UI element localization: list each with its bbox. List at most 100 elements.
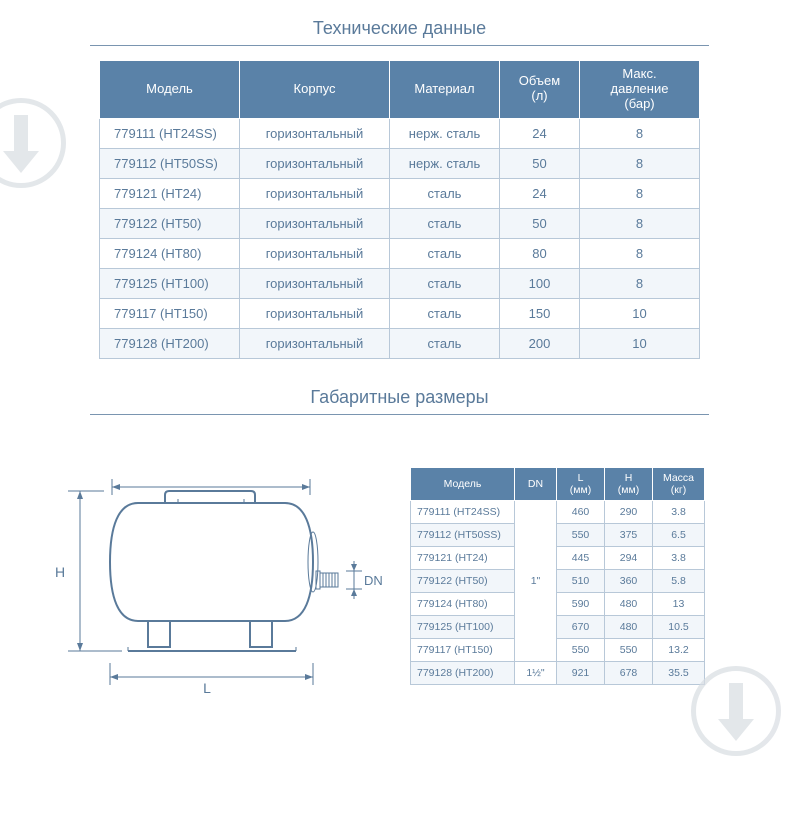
cell-model: 779124 (HT80)	[100, 238, 240, 268]
table-row: 779112 (HT50SS)горизонтальныйнерж. сталь…	[100, 148, 700, 178]
cell-l: 921	[557, 661, 605, 684]
cell-model: 779128 (HT200)	[100, 328, 240, 358]
cell-l: 670	[557, 615, 605, 638]
cell-material: нерж. сталь	[390, 148, 500, 178]
cell-pressure: 8	[580, 238, 700, 268]
table-row: 779111 (HT24SS)1"4602903.8	[411, 500, 705, 523]
cell-material: сталь	[390, 178, 500, 208]
th2-mass: Масса(кг)	[653, 467, 705, 500]
cell-l: 460	[557, 500, 605, 523]
cell-model: 779117 (HT150)	[100, 298, 240, 328]
divider	[90, 414, 709, 415]
th-material: Материал	[390, 61, 500, 119]
dimensions-table: Модель DN L(мм) H(мм) Масса(кг) 779111 (…	[410, 467, 705, 685]
cell-model: 779122 (HT50)	[411, 569, 515, 592]
cell-material: нерж. сталь	[390, 118, 500, 148]
cell-model: 779111 (HT24SS)	[411, 500, 515, 523]
cell-volume: 24	[500, 178, 580, 208]
cell-h: 294	[605, 546, 653, 569]
cell-material: сталь	[390, 238, 500, 268]
cell-model: 779125 (HT100)	[100, 268, 240, 298]
cell-l: 445	[557, 546, 605, 569]
table-row: 779128 (HT200)1½"92167835.5	[411, 661, 705, 684]
table-row: 779121 (HT24)горизонтальныйсталь248	[100, 178, 700, 208]
th2-h: H(мм)	[605, 467, 653, 500]
th2-dn: DN	[515, 467, 557, 500]
cell-l: 550	[557, 523, 605, 546]
cell-body: горизонтальный	[240, 208, 390, 238]
cell-pressure: 10	[580, 298, 700, 328]
cell-h: 678	[605, 661, 653, 684]
cell-mass: 3.8	[653, 500, 705, 523]
label-h: H	[55, 564, 65, 580]
cell-h: 375	[605, 523, 653, 546]
cell-pressure: 8	[580, 208, 700, 238]
cell-body: горизонтальный	[240, 298, 390, 328]
cell-body: горизонтальный	[240, 148, 390, 178]
cell-l: 590	[557, 592, 605, 615]
cell-volume: 80	[500, 238, 580, 268]
th-model: Модель	[100, 61, 240, 119]
table-row: 779125 (HT100)горизонтальныйсталь1008	[100, 268, 700, 298]
th-volume: Объем(л)	[500, 61, 580, 119]
cell-mass: 3.8	[653, 546, 705, 569]
section-title-tech: Технические данные	[0, 18, 799, 39]
divider	[90, 45, 709, 46]
cell-h: 480	[605, 615, 653, 638]
label-l: L	[203, 680, 211, 696]
cell-pressure: 8	[580, 118, 700, 148]
cell-model: 779112 (HT50SS)	[411, 523, 515, 546]
watermark-icon	[0, 98, 66, 188]
cell-l: 510	[557, 569, 605, 592]
label-dn: DN	[364, 573, 383, 588]
cell-pressure: 8	[580, 178, 700, 208]
th-pressure: Макс. давление(бар)	[580, 61, 700, 119]
cell-mass: 5.8	[653, 569, 705, 592]
th2-l: L(мм)	[557, 467, 605, 500]
cell-l: 550	[557, 638, 605, 661]
cell-pressure: 8	[580, 268, 700, 298]
cell-model: 779125 (HT100)	[411, 615, 515, 638]
cell-model: 779121 (HT24)	[411, 546, 515, 569]
cell-model: 779122 (HT50)	[100, 208, 240, 238]
cell-h: 550	[605, 638, 653, 661]
cell-mass: 13	[653, 592, 705, 615]
cell-model: 779111 (HT24SS)	[100, 118, 240, 148]
table-row: 779112 (HT50SS) 5503756.5	[411, 523, 705, 546]
cell-h: 290	[605, 500, 653, 523]
cell-model: 779121 (HT24)	[100, 178, 240, 208]
table-row: 779124 (HT80) 59048013	[411, 592, 705, 615]
cell-material: сталь	[390, 298, 500, 328]
cell-material: сталь	[390, 268, 500, 298]
cell-body: горизонтальный	[240, 118, 390, 148]
table-row: 779122 (HT50)горизонтальныйсталь508	[100, 208, 700, 238]
th2-model: Модель	[411, 467, 515, 500]
cell-volume: 200	[500, 328, 580, 358]
table-row: 779125 (HT100) 67048010.5	[411, 615, 705, 638]
cell-mass: 6.5	[653, 523, 705, 546]
cell-volume: 50	[500, 148, 580, 178]
cell-model: 779128 (HT200)	[411, 661, 515, 684]
table-row: 779117 (HT150)горизонтальныйсталь15010	[100, 298, 700, 328]
cell-body: горизонтальный	[240, 238, 390, 268]
cell-material: сталь	[390, 208, 500, 238]
cell-volume: 100	[500, 268, 580, 298]
tech-data-table: Модель Корпус Материал Объем(л) Макс. да…	[99, 60, 700, 359]
dimension-diagram: DN L H	[10, 439, 400, 722]
cell-volume: 150	[500, 298, 580, 328]
th-body: Корпус	[240, 61, 390, 119]
cell-mass: 35.5	[653, 661, 705, 684]
cell-pressure: 10	[580, 328, 700, 358]
cell-body: горизонтальный	[240, 268, 390, 298]
cell-mass: 10.5	[653, 615, 705, 638]
cell-dn: 1"	[515, 500, 557, 661]
cell-volume: 24	[500, 118, 580, 148]
table-row: 779121 (HT24) 4452943.8	[411, 546, 705, 569]
cell-h: 360	[605, 569, 653, 592]
cell-dn: 1½"	[515, 661, 557, 684]
cell-model: 779124 (HT80)	[411, 592, 515, 615]
cell-model: 779117 (HT150)	[411, 638, 515, 661]
cell-material: сталь	[390, 328, 500, 358]
cell-h: 480	[605, 592, 653, 615]
table-row: 779124 (HT80)горизонтальныйсталь808	[100, 238, 700, 268]
